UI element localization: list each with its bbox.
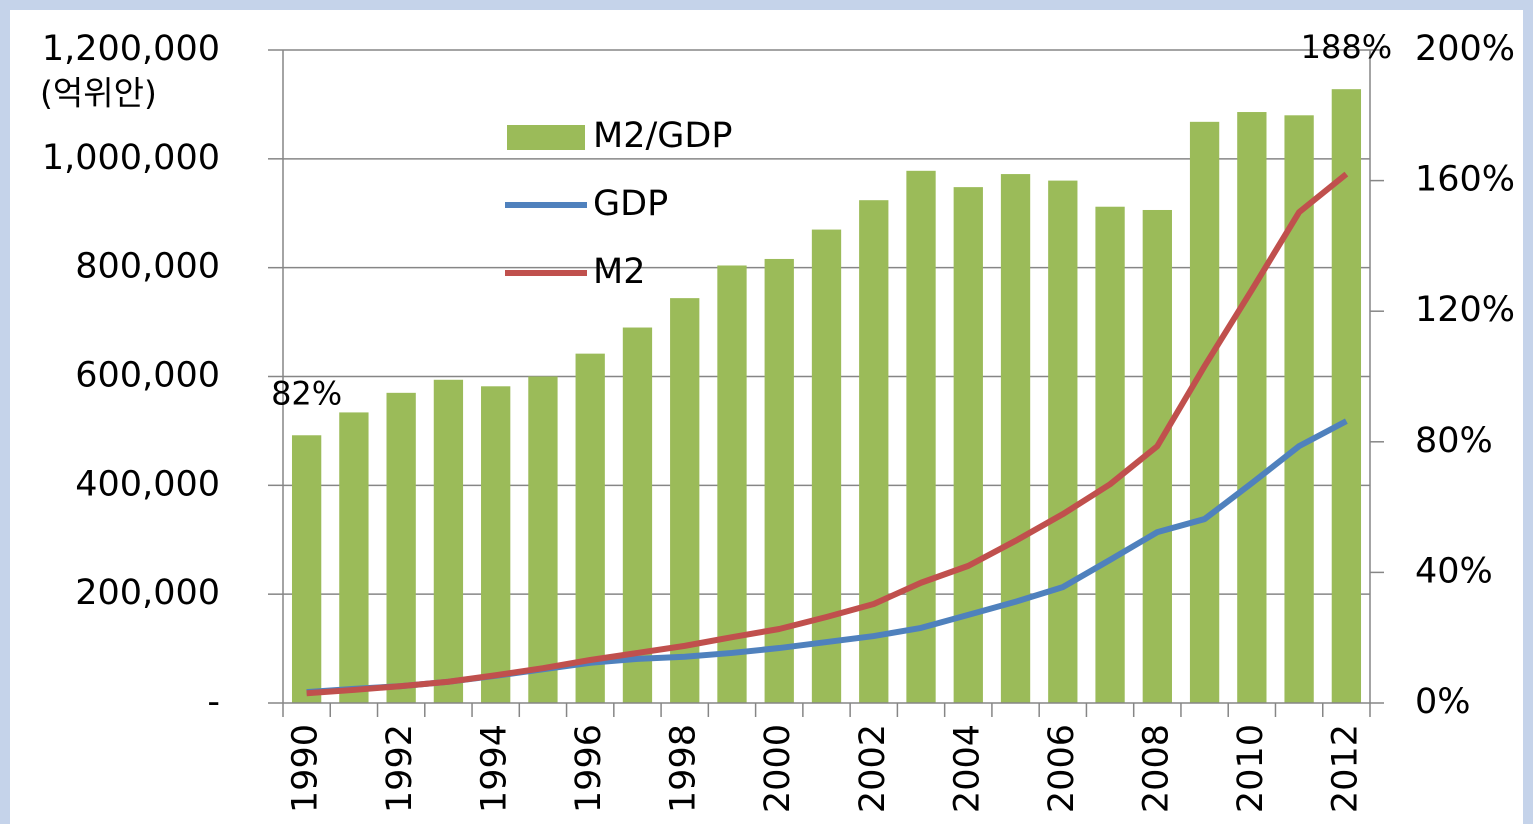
y2-tick-label: 120% xyxy=(1415,290,1515,330)
bar xyxy=(953,187,983,703)
bar xyxy=(575,353,605,703)
bar xyxy=(1331,89,1362,704)
x-tick-label: 2002 xyxy=(853,724,893,813)
bar xyxy=(433,379,464,703)
bar xyxy=(386,392,416,703)
y2-tick-label: 80% xyxy=(1415,421,1493,461)
bar xyxy=(622,327,653,703)
y-tick-label: 600,000 xyxy=(75,356,220,396)
bar xyxy=(528,376,558,703)
y-tick-label: 1,000,000 xyxy=(42,138,220,178)
legend-swatch xyxy=(507,125,585,150)
bar xyxy=(811,229,842,703)
y-axis-label: (억위안) xyxy=(40,74,157,113)
x-tick-label: 2000 xyxy=(758,724,798,813)
bar xyxy=(1189,121,1220,703)
y-tick-label: 800,000 xyxy=(75,247,220,287)
y2-tick-label: 40% xyxy=(1415,551,1493,591)
bar xyxy=(291,435,322,703)
bar xyxy=(339,412,369,703)
legend-label: M2 xyxy=(593,252,645,292)
bar xyxy=(906,170,936,703)
legend-label: GDP xyxy=(593,184,668,224)
y2-tick-label: 200% xyxy=(1415,29,1515,69)
bar xyxy=(859,200,889,703)
x-tick-label: 2006 xyxy=(1042,724,1082,813)
bar xyxy=(670,298,700,703)
bar xyxy=(717,265,747,703)
y-tick-label: 200,000 xyxy=(75,573,220,613)
x-tick-label: 2008 xyxy=(1136,724,1176,813)
x-tick-label: 1996 xyxy=(569,724,609,813)
x-tick-label: 2004 xyxy=(947,724,987,813)
y-tick-label: 400,000 xyxy=(75,464,220,504)
y-tick-label: - xyxy=(207,682,220,722)
bar xyxy=(481,386,511,703)
y2-tick-label: 160% xyxy=(1415,160,1515,200)
x-tick-label: 2012 xyxy=(1325,724,1365,813)
x-tick-label: 1990 xyxy=(286,724,326,813)
data-label: 188% xyxy=(1301,28,1392,66)
y2-tick-label: 0% xyxy=(1415,682,1471,722)
bar xyxy=(764,258,794,703)
bar xyxy=(1237,112,1267,703)
bar xyxy=(1048,180,1078,704)
y-tick-label: 1,200,000 xyxy=(42,29,220,69)
bar xyxy=(1000,174,1031,703)
legend-label: M2/GDP xyxy=(593,116,732,156)
x-tick-label: 1994 xyxy=(475,724,515,813)
bar xyxy=(1095,206,1125,703)
x-tick-label: 1992 xyxy=(380,724,420,813)
data-label: 82% xyxy=(271,374,342,412)
x-tick-label: 2010 xyxy=(1231,724,1271,813)
x-tick-label: 1998 xyxy=(664,724,704,813)
line xyxy=(306,171,1349,697)
